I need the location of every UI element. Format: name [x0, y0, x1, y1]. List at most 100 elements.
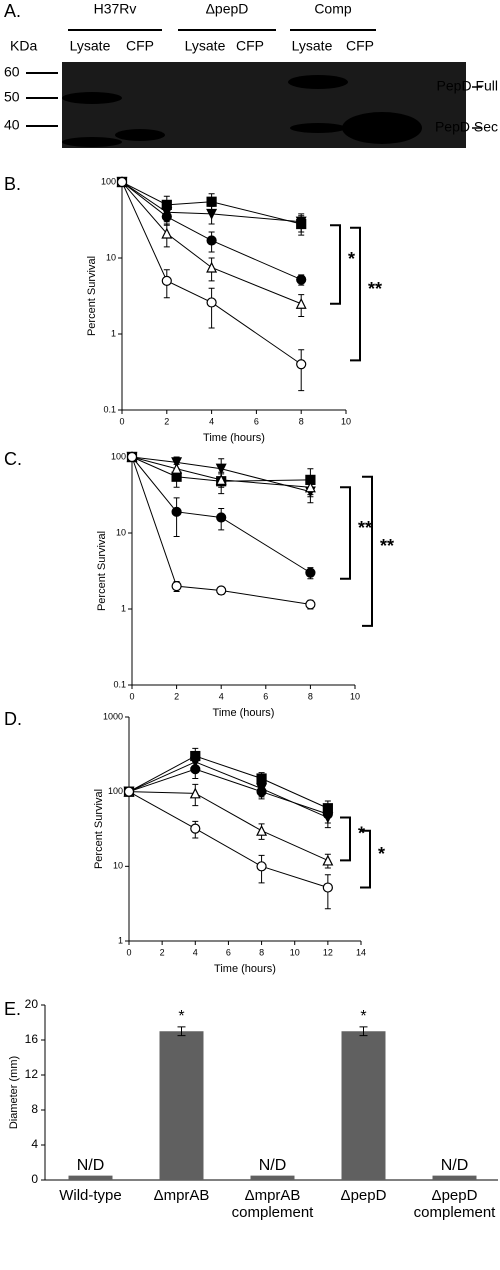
data-point	[171, 581, 182, 592]
y-tick-label: 1	[121, 603, 126, 613]
data-point	[256, 824, 268, 836]
series-line	[131, 456, 311, 574]
lane-label: Lysate	[185, 38, 226, 54]
bar-note: N/D	[77, 1157, 105, 1174]
data-point	[161, 227, 173, 239]
lane-label: Lysate	[70, 38, 111, 54]
bar	[68, 1175, 113, 1180]
series-line	[131, 456, 311, 605]
significance-label: **	[380, 536, 394, 556]
significance-label: *	[358, 824, 365, 844]
x-tick-label: 6	[226, 947, 231, 957]
y-tick-label: 100	[111, 451, 126, 461]
panel-label: D.	[4, 709, 22, 729]
significance-bracket	[350, 226, 361, 362]
significance-label: *	[348, 249, 355, 269]
x-tick-label: 0	[126, 947, 131, 957]
x-tick-label: 2	[164, 416, 169, 426]
x-tick-label: 8	[259, 947, 264, 957]
panel-label: A.	[4, 1, 21, 21]
data-point	[171, 462, 183, 474]
data-point	[206, 196, 217, 207]
panel-label: B.	[4, 174, 21, 194]
series-line	[121, 181, 302, 305]
x-tick-label: 2	[174, 691, 179, 701]
x-tick-label: 8	[308, 691, 313, 701]
x-axis-label: Time (hours)	[203, 432, 265, 444]
data-point	[215, 463, 227, 475]
data-point	[215, 474, 227, 485]
data-point	[216, 512, 227, 523]
series-line	[121, 181, 302, 225]
x-tick-label: 4	[219, 691, 224, 701]
bar	[159, 1031, 204, 1180]
x-tick-label: 14	[356, 947, 366, 957]
y-tick-label: 0	[31, 1172, 38, 1186]
y-tick-label: 0.1	[113, 679, 126, 689]
y-tick-label: 10	[116, 527, 126, 537]
significance-bracket	[340, 816, 351, 862]
strain-label: Comp	[314, 1, 352, 17]
x-tick-label: 8	[299, 416, 304, 426]
data-point	[322, 809, 333, 820]
y-tick-label: 1	[118, 935, 123, 945]
y-tick-label: 1	[111, 328, 116, 338]
series-line	[128, 768, 329, 815]
lane-label: CFP	[126, 38, 154, 54]
series-line	[121, 181, 302, 365]
data-point	[295, 297, 307, 309]
lane-label: CFP	[236, 38, 264, 54]
significance-bracket	[360, 829, 371, 889]
error-bar	[208, 287, 215, 329]
data-point	[295, 216, 307, 228]
significance-label: **	[358, 518, 372, 538]
x-tick-label: 4	[193, 947, 198, 957]
series-line	[131, 456, 311, 488]
x-tick-label: 10	[341, 416, 351, 426]
y-tick-label: 16	[25, 1032, 39, 1046]
y-tick-label: 100	[101, 176, 116, 186]
y-tick-label: 4	[31, 1137, 38, 1151]
error-bar	[177, 1026, 186, 1037]
data-point	[206, 208, 218, 220]
data-point	[206, 235, 217, 246]
marker-label: 40	[4, 117, 20, 133]
data-point	[206, 297, 217, 308]
x-tick-label: 4	[209, 416, 214, 426]
significance-bracket	[340, 486, 351, 580]
data-point	[171, 457, 183, 469]
x-tick-label: 2	[160, 947, 165, 957]
data-point	[305, 599, 316, 610]
y-tick-label: 1000	[103, 711, 123, 721]
data-point	[256, 861, 267, 872]
series-line	[128, 755, 329, 809]
y-tick-label: 8	[31, 1102, 38, 1116]
data-point	[190, 764, 201, 775]
series-line	[128, 761, 329, 819]
data-point	[216, 585, 227, 596]
marker-label: 50	[4, 89, 20, 105]
data-point	[161, 275, 172, 286]
series-line	[128, 791, 329, 889]
x-tick-label: 0	[129, 691, 134, 701]
bar	[250, 1175, 295, 1180]
y-axis-label: Percent Survival	[86, 256, 98, 336]
data-point	[256, 786, 267, 797]
unit-label: KDa	[10, 38, 37, 54]
x-tick-label: ΔmprAB	[154, 1187, 210, 1204]
x-axis-label: Time (hours)	[213, 707, 275, 719]
y-tick-label: 10	[113, 861, 123, 871]
y-axis-label: Diameter (mm)	[8, 1056, 20, 1129]
strain-label: ΔpepD	[206, 1, 249, 17]
data-point	[189, 787, 201, 799]
x-tick-label: 6	[254, 416, 259, 426]
band-label: PepD Sec	[435, 119, 498, 135]
x-tick-label: 10	[290, 947, 300, 957]
data-point	[322, 882, 333, 893]
x-tick-label: complement	[414, 1204, 497, 1221]
data-point	[296, 359, 307, 370]
y-axis-label: Percent Survival	[93, 789, 105, 869]
data-point	[126, 451, 138, 463]
data-point	[305, 567, 316, 578]
